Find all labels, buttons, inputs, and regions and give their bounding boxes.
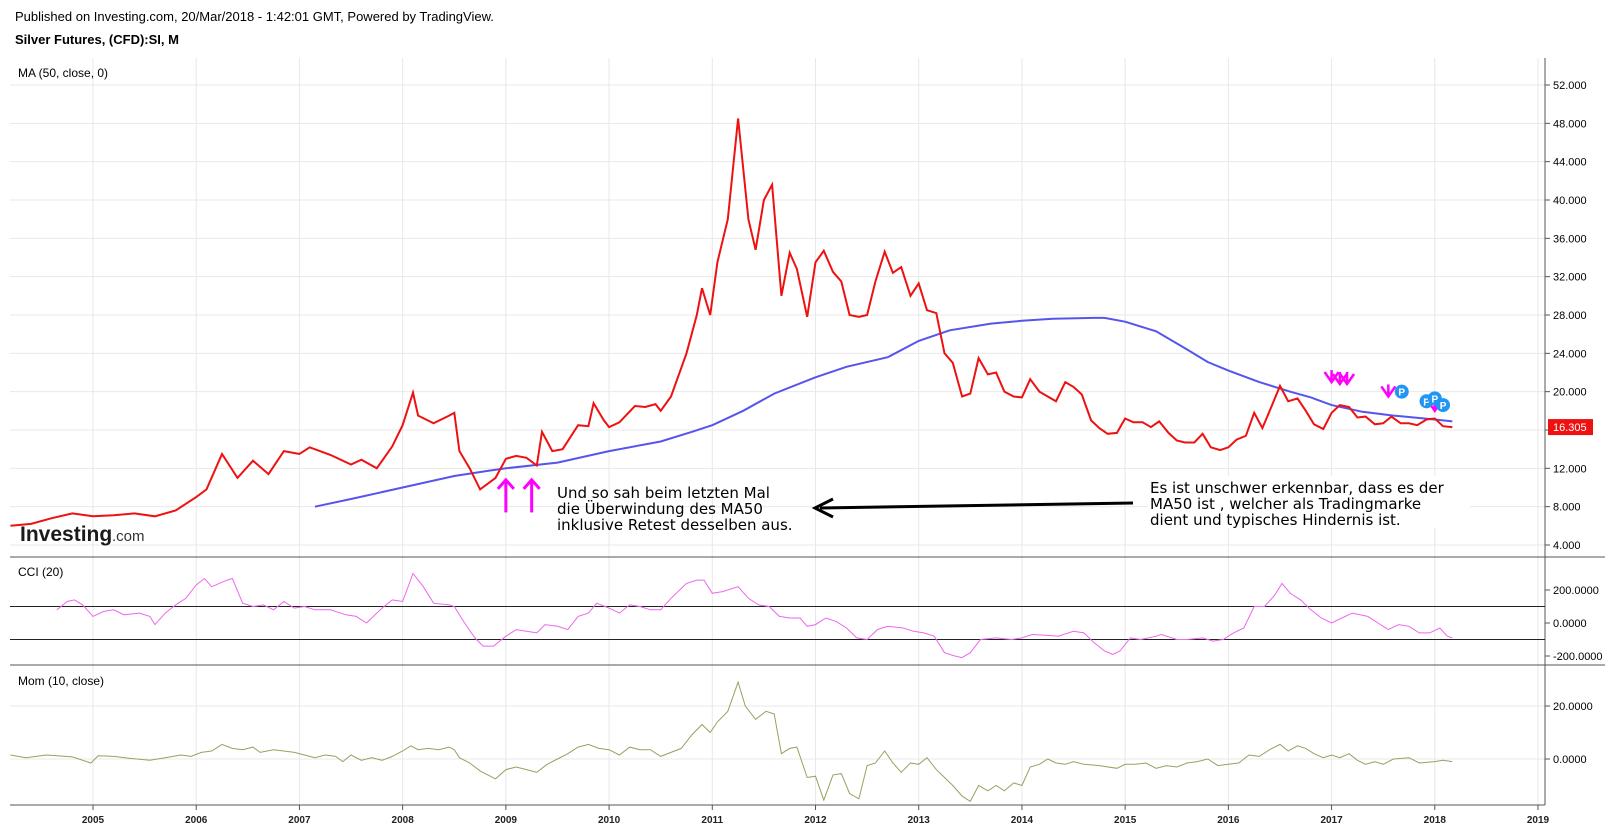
left-annotation: Und so sah beim letzten Mal die Überwind… xyxy=(557,484,793,534)
y-tick-label: 52.000 xyxy=(1553,80,1587,92)
upward-arrows xyxy=(496,477,541,513)
ma50-line xyxy=(314,316,1453,508)
p-marker-label: P xyxy=(1431,394,1438,405)
x-tick-label: 2009 xyxy=(495,815,518,826)
y-tick-label: 32.000 xyxy=(1553,272,1587,284)
y-tick-label: 0.0000 xyxy=(1553,618,1587,630)
y-tick-label: -200.0000 xyxy=(1553,651,1603,663)
x-tick-label: 2014 xyxy=(1011,815,1034,826)
p-markers: PP PP xyxy=(1394,384,1451,413)
callout-arrow xyxy=(811,497,1134,519)
published-note: Published on Investing.com, 20/Mar/2018 … xyxy=(15,9,494,24)
x-tick-label: 2018 xyxy=(1424,815,1447,826)
y-tick-label: 4.000 xyxy=(1553,540,1581,552)
y-tick-label: 28.000 xyxy=(1553,310,1587,322)
cci-line xyxy=(56,572,1453,659)
right-annotation: Es ist unschwer erkennbar, dass es der M… xyxy=(1148,476,1470,529)
ma-pane-title: MA (50, close, 0) xyxy=(18,66,108,80)
x-tick-label: 2008 xyxy=(392,815,415,826)
x-tick-label: 2016 xyxy=(1217,815,1240,826)
p-marker-label: P xyxy=(1423,397,1430,408)
y-tick-label: 40.000 xyxy=(1553,195,1587,207)
right-note-line-2: MA50 ist , welcher als Tradingmarke xyxy=(1150,495,1421,513)
svg-text:.com: .com xyxy=(112,528,145,545)
left-note-line-1: Und so sah beim letzten Mal xyxy=(557,484,770,502)
price-line xyxy=(10,118,1453,527)
y-tick-label: 12.000 xyxy=(1553,463,1587,475)
y-tick-label: 36.000 xyxy=(1553,233,1587,245)
p-marker[interactable] xyxy=(1436,398,1451,413)
x-tick-label: 2006 xyxy=(185,815,208,826)
y-tick-label: 0.0000 xyxy=(1553,754,1587,766)
x-tick-label: 2019 xyxy=(1527,815,1550,826)
x-tick-label: 2007 xyxy=(288,815,311,826)
up-arrow-head xyxy=(522,477,541,490)
right-note-line-1: Es ist unschwer erkennbar, dass es der xyxy=(1150,479,1445,497)
grid-lines xyxy=(10,58,1545,805)
y-tick-label: 20.0000 xyxy=(1553,701,1593,713)
left-note-line-3: inklusive Retest desselben aus. xyxy=(557,516,793,534)
svg-text:Investing: Investing xyxy=(20,523,112,546)
last-price-tag: 16.305 xyxy=(1548,419,1593,436)
y-tick-label: 200.0000 xyxy=(1553,585,1599,597)
x-tick-label: 2010 xyxy=(598,815,621,826)
y-tick-label: 20.000 xyxy=(1553,387,1587,399)
x-tick-label: 2012 xyxy=(804,815,827,826)
investing-logo: Investing .com xyxy=(20,523,145,546)
right-note-line-3: dient und typisches Hindernis ist. xyxy=(1150,511,1401,529)
up-arrow-head xyxy=(496,477,515,490)
x-tick-label: 2015 xyxy=(1114,815,1137,826)
mom-axis-labels: 20.0000 0.0000 xyxy=(1545,701,1593,766)
x-tick-label: 2011 xyxy=(701,815,723,826)
time-axis-labels: 2005 2006 2007 2008 2009 2010 2011 2012 2013 2014… xyxy=(82,805,1550,826)
cci-axis-labels: 200.0000 0.0000 -200.0000 xyxy=(1545,585,1603,663)
p-marker-label: P xyxy=(1440,401,1447,412)
left-note-line-2: die Überwindung des MA50 xyxy=(557,499,763,518)
svg-text:16.305: 16.305 xyxy=(1553,422,1587,434)
x-tick-label: 2017 xyxy=(1320,815,1343,826)
x-tick-label: 2013 xyxy=(908,815,931,826)
mom-pane-title: Mom (10, close) xyxy=(18,674,104,688)
x-tick-label: 2005 xyxy=(82,815,105,826)
price-axis-labels: 52.000 48.000 44.000 40.000 36.000 32.000 28.0… xyxy=(1545,80,1587,552)
p-marker-label: P xyxy=(1398,388,1405,399)
y-tick-label: 8.000 xyxy=(1553,502,1581,514)
momentum-line xyxy=(10,680,1453,803)
symbol-title: Silver Futures, (CFD):SI, M xyxy=(15,32,179,47)
cci-reference-lines xyxy=(10,606,1545,640)
p-marker[interactable] xyxy=(1394,384,1409,399)
y-tick-label: 48.000 xyxy=(1553,118,1587,130)
y-tick-label: 44.000 xyxy=(1553,157,1587,169)
y-tick-label: 24.000 xyxy=(1553,348,1587,360)
cci-pane-title: CCI (20) xyxy=(18,565,63,579)
